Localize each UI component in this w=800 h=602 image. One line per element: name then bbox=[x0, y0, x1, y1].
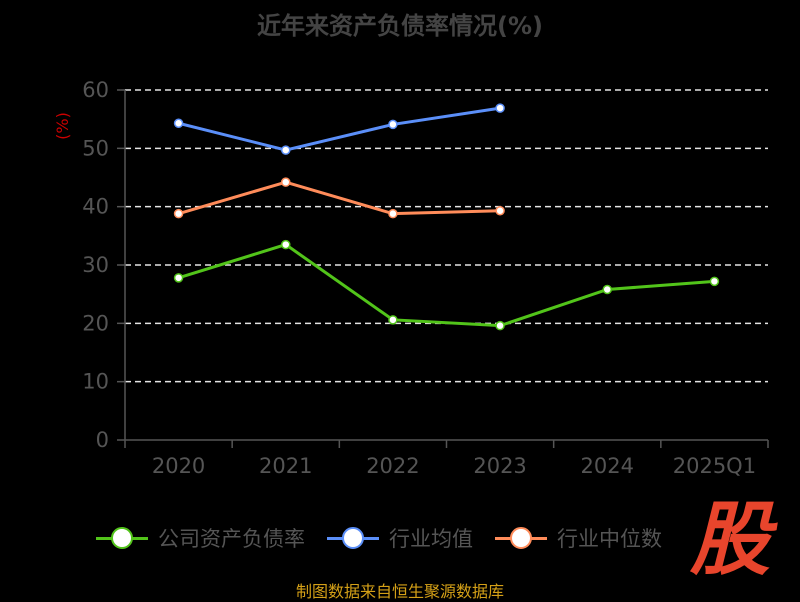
legend-label-company: 公司资产负债率 bbox=[158, 527, 305, 551]
data-point-company-debt-ratio[interactable] bbox=[388, 315, 398, 325]
x-tick-label: 2025Q1 bbox=[673, 454, 756, 478]
data-point-industry-mean[interactable] bbox=[173, 118, 184, 128]
legend-item-company[interactable]: 公司资产负债率 bbox=[96, 523, 305, 553]
data-source-note: 制图数据来自恒生聚源数据库 bbox=[295, 582, 504, 601]
legend-label-industry-mean: 行业均值 bbox=[389, 527, 473, 551]
data-point-industry-mean[interactable] bbox=[388, 119, 398, 130]
legend: 公司资产负债率 行业均值 行业中位数 bbox=[96, 520, 662, 556]
data-point-industry-median[interactable] bbox=[173, 208, 184, 219]
y-axis-label: (%) bbox=[53, 112, 72, 140]
y-tick-label: 10 bbox=[82, 370, 109, 394]
data-point-industry-mean[interactable] bbox=[281, 145, 291, 155]
data-point-company-debt-ratio[interactable] bbox=[173, 273, 184, 283]
data-point-industry-median[interactable] bbox=[495, 206, 505, 216]
series-line-company-debt-ratio bbox=[178, 242, 715, 328]
y-tick-label: 50 bbox=[82, 136, 109, 160]
x-tick-label: 2022 bbox=[366, 454, 419, 478]
x-tick-label: 2023 bbox=[473, 454, 526, 478]
y-tick-label: 40 bbox=[82, 195, 109, 219]
data-point-company-debt-ratio[interactable] bbox=[602, 284, 612, 295]
y-tick-label: 20 bbox=[82, 311, 109, 335]
x-tick-label: 2021 bbox=[259, 454, 312, 478]
legend-label-industry-median: 行业中位数 bbox=[557, 527, 662, 551]
legend-item-industry-median[interactable]: 行业中位数 bbox=[495, 523, 662, 553]
data-point-company-debt-ratio[interactable] bbox=[495, 320, 505, 331]
y-tick-label: 30 bbox=[82, 253, 109, 277]
legend-swatch-industry-mean bbox=[327, 526, 379, 550]
series-line-industry-median bbox=[178, 180, 501, 216]
x-tick-label: 2024 bbox=[581, 454, 634, 478]
data-point-industry-median[interactable] bbox=[281, 177, 291, 187]
brand-logo: 股 bbox=[690, 493, 770, 586]
data-point-industry-median[interactable] bbox=[388, 208, 398, 219]
x-tick-label: 2020 bbox=[152, 454, 205, 478]
legend-item-industry-mean[interactable]: 行业均值 bbox=[327, 523, 473, 553]
legend-swatch-industry-median bbox=[495, 526, 547, 550]
legend-swatch-company bbox=[96, 526, 148, 550]
data-point-company-debt-ratio[interactable] bbox=[281, 239, 291, 250]
y-tick-label: 60 bbox=[82, 78, 109, 102]
series-line-industry-mean bbox=[178, 106, 501, 152]
chart-title: 近年来资产负债率情况(%) bbox=[257, 12, 543, 40]
y-tick-label: 0 bbox=[96, 428, 109, 452]
data-point-company-debt-ratio[interactable] bbox=[709, 276, 720, 287]
data-point-industry-mean[interactable] bbox=[495, 103, 505, 113]
